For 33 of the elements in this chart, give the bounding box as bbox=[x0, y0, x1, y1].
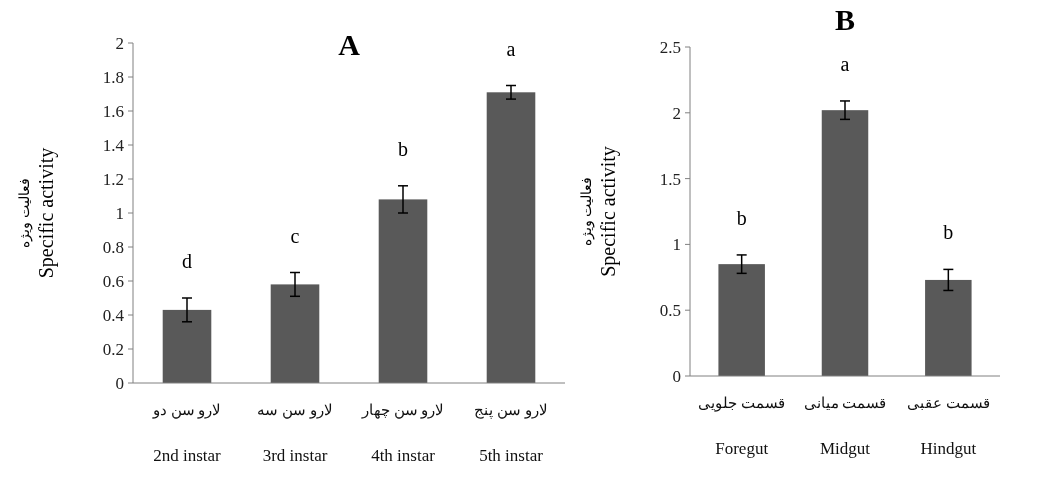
chart-title: B bbox=[834, 3, 856, 36]
y-tick-label: 1 bbox=[115, 204, 124, 223]
y-tick-label: 1 bbox=[672, 235, 681, 255]
y-tick-label: 1.5 bbox=[659, 169, 681, 189]
bar bbox=[486, 92, 536, 383]
y-tick-label: 2 bbox=[672, 103, 681, 123]
y-tick-label: 0 bbox=[672, 367, 681, 386]
y-tick-label: 1.2 bbox=[102, 170, 124, 189]
annotation: a bbox=[506, 37, 516, 60]
bar bbox=[925, 279, 972, 376]
annotation: b bbox=[736, 206, 747, 229]
annotation: b bbox=[943, 221, 954, 244]
annotation: a bbox=[840, 52, 850, 75]
y-tick-label: 0.6 bbox=[102, 272, 124, 291]
y-tick-label: 1.4 bbox=[102, 136, 125, 155]
chart-title: A bbox=[338, 28, 361, 61]
y-tick-label: 0.2 bbox=[102, 340, 124, 359]
y-tick-label: 0.5 bbox=[659, 301, 681, 321]
bar bbox=[378, 199, 428, 383]
y-tick-label: 1.8 bbox=[102, 68, 124, 87]
y-tick-label: 2.5 bbox=[659, 38, 681, 57]
annotation: c bbox=[290, 224, 300, 247]
annotation: d bbox=[182, 250, 192, 272]
bar bbox=[718, 264, 765, 376]
y-tick-label: 0.8 bbox=[102, 238, 124, 257]
y-tick-label: 2 bbox=[115, 34, 124, 53]
bar bbox=[162, 309, 212, 383]
y-tick-label: 0.4 bbox=[102, 306, 125, 325]
bar bbox=[821, 110, 869, 376]
bar bbox=[270, 284, 320, 383]
y-tick-label: 0 bbox=[115, 374, 124, 393]
y-tick-label: 1.6 bbox=[102, 102, 124, 121]
annotation: b bbox=[398, 137, 408, 160]
